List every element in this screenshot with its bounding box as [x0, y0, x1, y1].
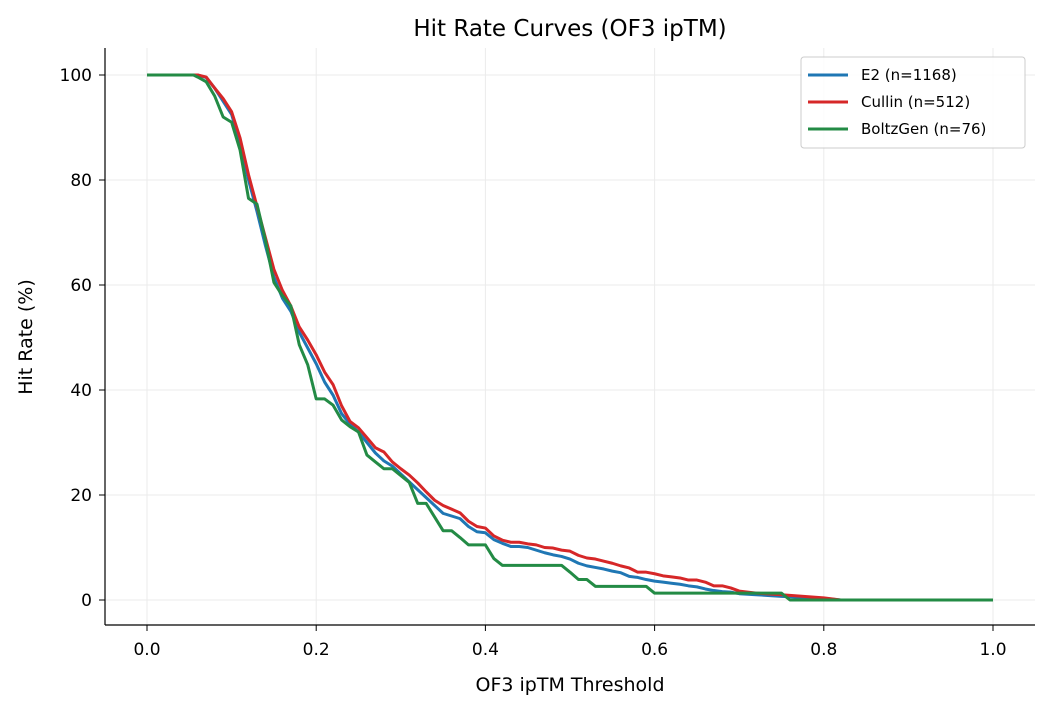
x-tick-label: 0.6	[641, 640, 668, 660]
y-axis-label: Hit Rate (%)	[15, 279, 37, 395]
series-line-0	[147, 73, 993, 602]
series-line-2	[147, 73, 993, 602]
x-tick-label: 0.4	[472, 640, 499, 660]
y-tick-label: 0	[81, 591, 92, 611]
y-tick-label: 60	[70, 276, 92, 296]
x-ticks: 0.0 0.2 0.4 0.6 0.8 1.0	[133, 625, 1007, 660]
y-tick-label: 100	[60, 66, 92, 86]
series-line-1	[147, 73, 993, 602]
legend-label: E2 (n=1168)	[861, 66, 957, 84]
legend: E2 (n=1168) Cullin (n=512) BoltzGen (n=76)	[800, 56, 1026, 149]
x-tick-label: 0.0	[133, 640, 160, 660]
legend-box	[800, 56, 1026, 149]
x-axis-label: OF3 ipTM Threshold	[475, 674, 664, 696]
x-tick-label: 0.8	[810, 640, 837, 660]
y-tick-label: 20	[70, 486, 92, 506]
series-lines	[147, 73, 993, 602]
y-tick-label: 80	[70, 171, 92, 191]
legend-label: Cullin (n=512)	[861, 93, 970, 111]
x-tick-label: 0.2	[303, 640, 330, 660]
y-ticks: 0 20 40 60 80 100	[60, 66, 105, 611]
legend-label: BoltzGen (n=76)	[861, 120, 986, 138]
x-tick-label: 1.0	[979, 640, 1006, 660]
y-tick-label: 40	[70, 381, 92, 401]
chart-title: Hit Rate Curves (OF3 ipTM)	[413, 16, 726, 42]
